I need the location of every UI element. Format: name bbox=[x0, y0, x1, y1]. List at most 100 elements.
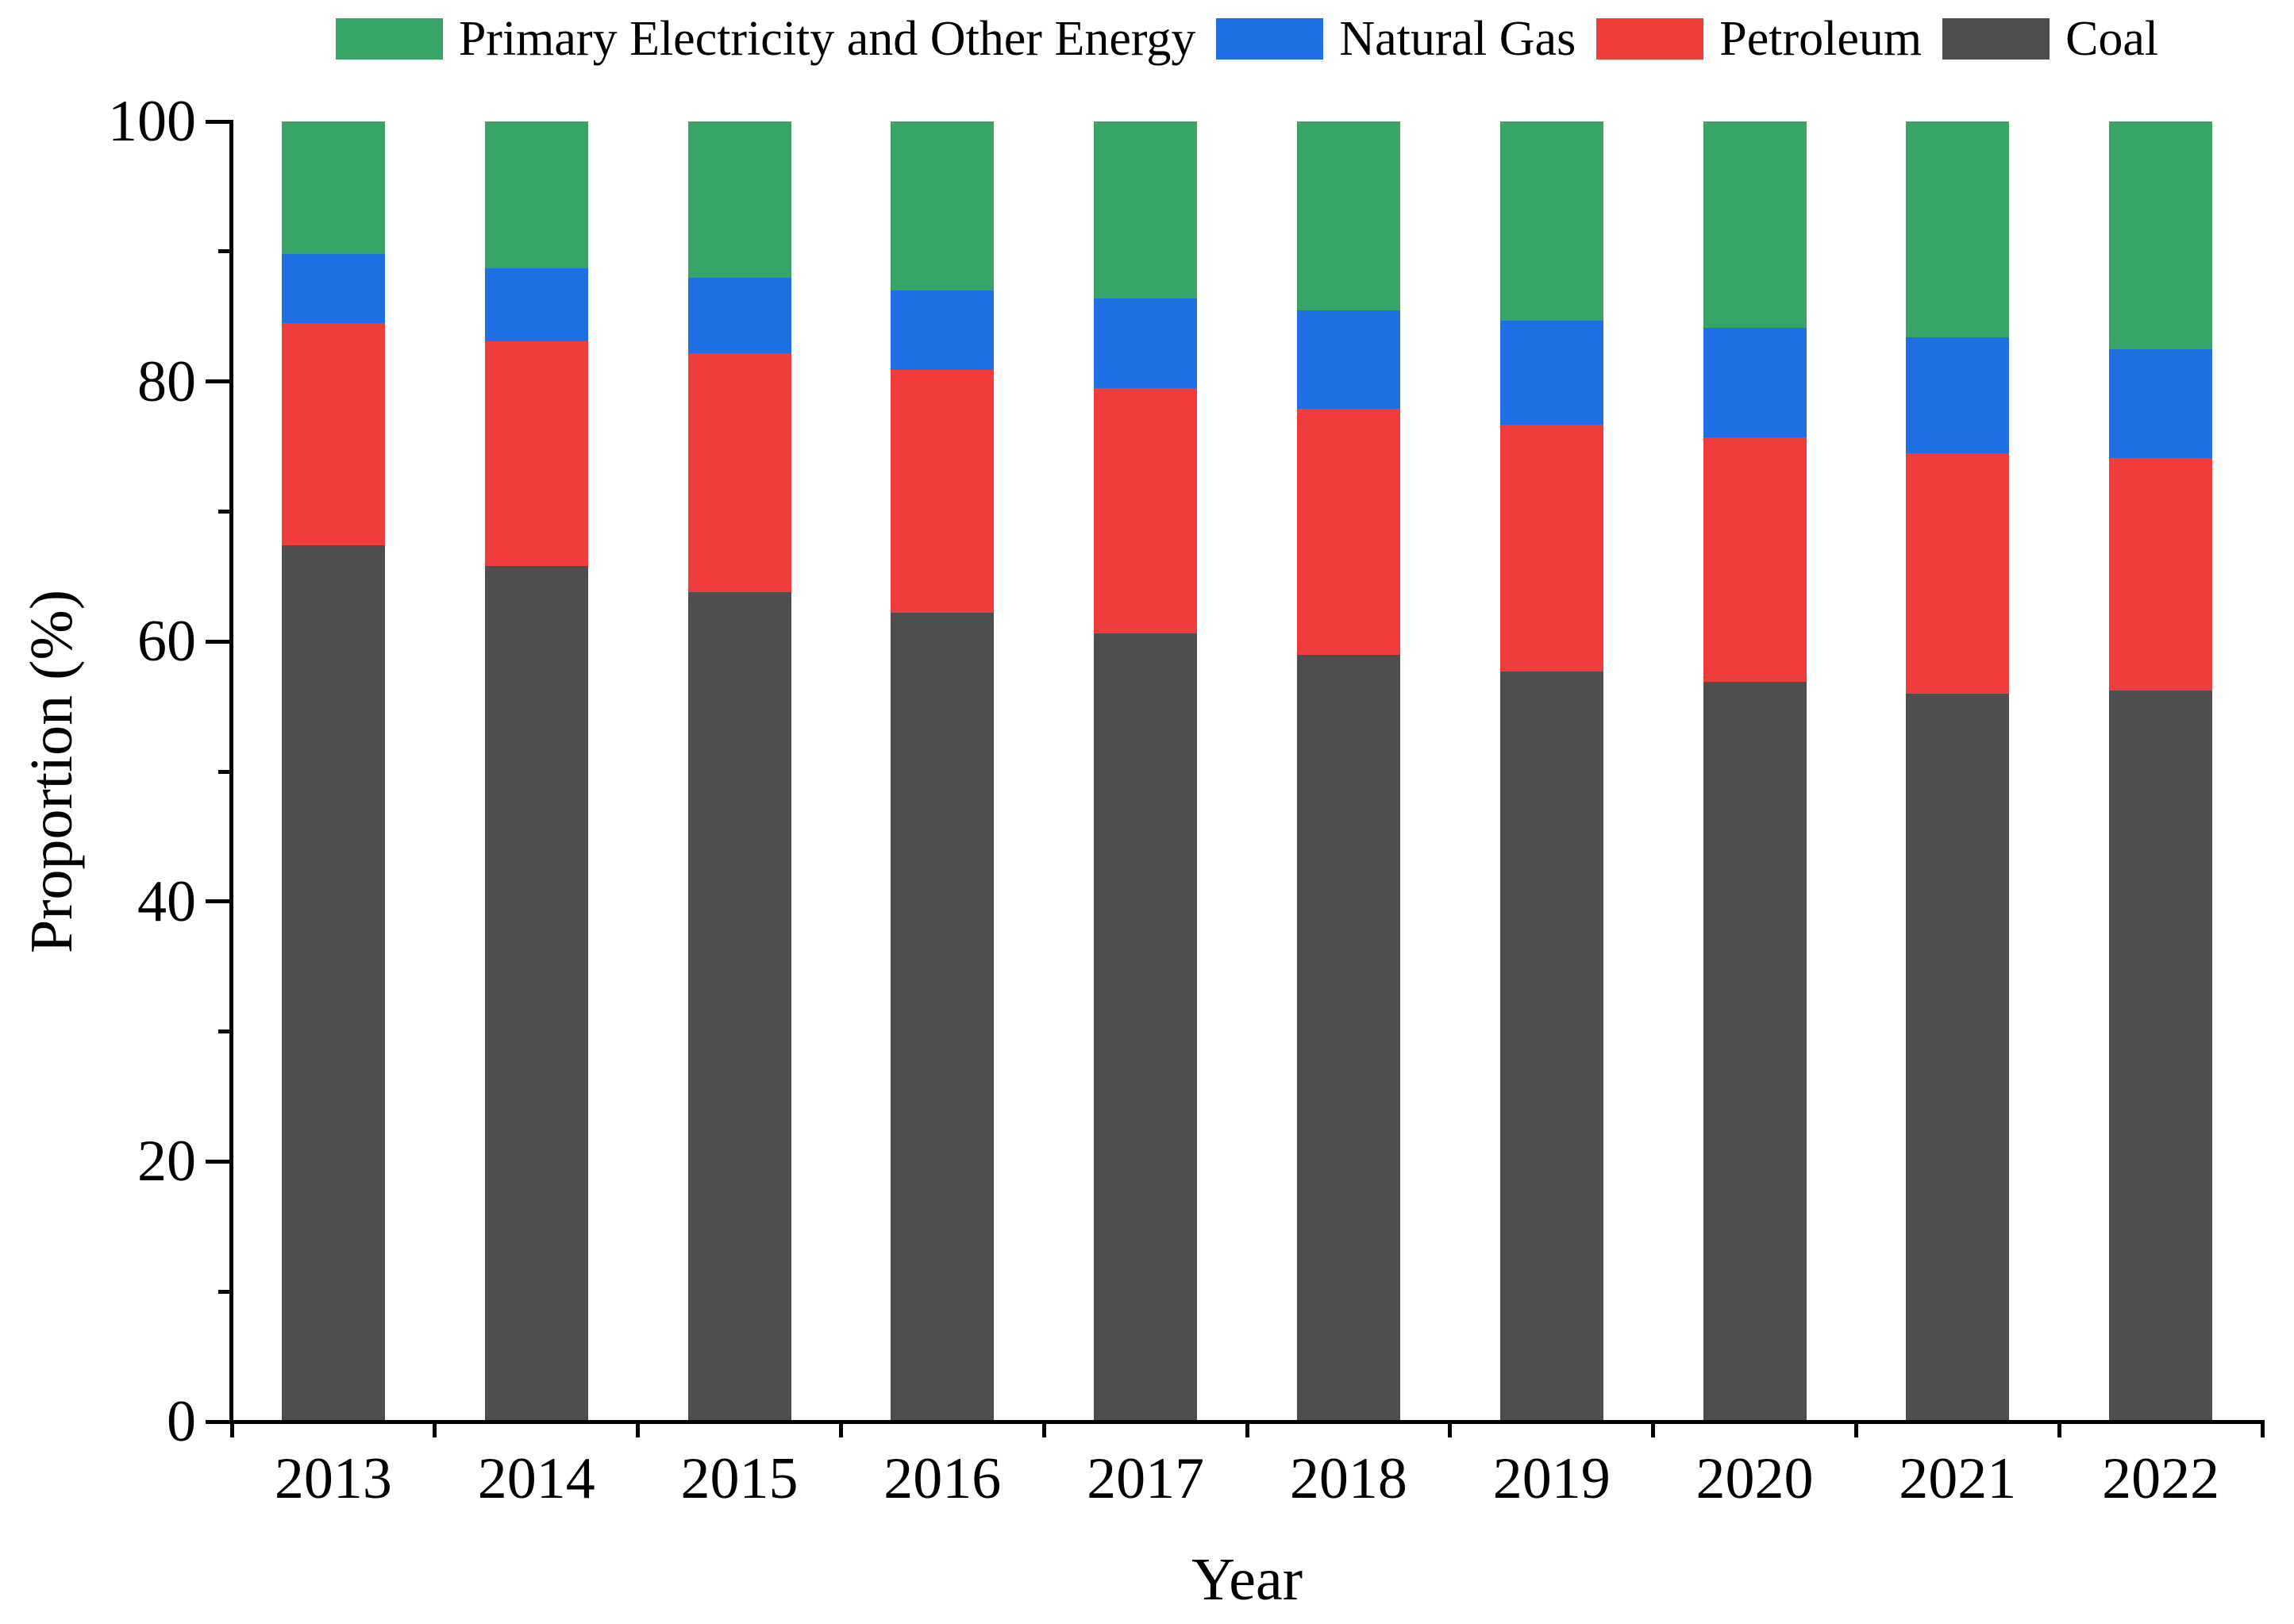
bar-segment-2013-natural-gas bbox=[281, 254, 385, 323]
x-boundary-tick bbox=[433, 1422, 437, 1437]
bar-segment-2013-primary-electricity-and-other-energy bbox=[281, 121, 385, 255]
y-tick-label-80: 80 bbox=[137, 348, 196, 414]
x-boundary-tick bbox=[1651, 1422, 1656, 1437]
y-minor-tick bbox=[218, 509, 232, 514]
bar-segment-2017-petroleum bbox=[1094, 387, 1198, 634]
bar-segment-2021-primary-electricity-and-other-energy bbox=[1906, 121, 2010, 337]
bar-2022 bbox=[2109, 121, 2213, 1422]
bar-segment-2018-primary-electricity-and-other-energy bbox=[1296, 121, 1400, 310]
bar-2014 bbox=[484, 121, 588, 1422]
bar-2018 bbox=[1296, 121, 1400, 1422]
y-tick-label-40: 40 bbox=[137, 868, 196, 934]
bar-segment-2018-natural-gas bbox=[1296, 310, 1400, 409]
bar-2020 bbox=[1703, 121, 1807, 1422]
x-tick-label-2016: 2016 bbox=[883, 1446, 1002, 1511]
bar-segment-2013-petroleum bbox=[281, 322, 385, 545]
x-axis-title: Year bbox=[1191, 1546, 1303, 1613]
legend-swatch-icon bbox=[1216, 18, 1324, 60]
y-tick-label-0: 0 bbox=[167, 1389, 196, 1454]
bar-segment-2020-petroleum bbox=[1703, 437, 1807, 682]
legend-label: Coal bbox=[2065, 12, 2159, 66]
bar-2013 bbox=[281, 121, 385, 1422]
legend-item: Coal bbox=[1942, 14, 2158, 63]
bar-2017 bbox=[1094, 121, 1198, 1422]
y-major-tick bbox=[206, 639, 232, 644]
y-axis-line bbox=[229, 120, 233, 1424]
bar-segment-2017-coal bbox=[1094, 633, 1198, 1422]
bar-segment-2022-natural-gas bbox=[2109, 348, 2213, 459]
y-major-tick bbox=[206, 1159, 232, 1164]
x-tick-label-2021: 2021 bbox=[1899, 1446, 2017, 1511]
y-minor-tick bbox=[218, 1289, 232, 1294]
x-tick-label-2020: 2020 bbox=[1695, 1446, 1814, 1511]
legend-item: Petroleum bbox=[1596, 14, 1922, 63]
x-tick-label-2014: 2014 bbox=[477, 1446, 595, 1511]
bar-segment-2020-natural-gas bbox=[1703, 328, 1807, 438]
y-minor-tick bbox=[218, 249, 232, 254]
y-major-tick bbox=[206, 899, 232, 904]
y-major-tick bbox=[206, 1419, 232, 1424]
legend-label: Primary Electricity and Other Energy bbox=[458, 12, 1196, 66]
bar-2016 bbox=[891, 121, 995, 1422]
x-boundary-tick bbox=[1245, 1422, 1249, 1437]
x-boundary-tick bbox=[838, 1422, 843, 1437]
bar-segment-2018-petroleum bbox=[1296, 408, 1400, 655]
bar-segment-2016-primary-electricity-and-other-energy bbox=[891, 121, 995, 291]
x-boundary-tick bbox=[2057, 1422, 2061, 1437]
bar-segment-2022-primary-electricity-and-other-energy bbox=[2109, 121, 2213, 349]
bar-segment-2014-petroleum bbox=[484, 341, 588, 567]
bar-segment-2020-coal bbox=[1703, 681, 1807, 1422]
x-tick-label-2015: 2015 bbox=[680, 1446, 799, 1511]
bar-segment-2019-coal bbox=[1499, 671, 1603, 1422]
bar-segment-2019-primary-electricity-and-other-energy bbox=[1499, 121, 1603, 321]
x-boundary-tick bbox=[636, 1422, 641, 1437]
bar-2021 bbox=[1906, 121, 2010, 1422]
x-boundary-tick bbox=[229, 1422, 234, 1437]
y-tick-label-100: 100 bbox=[108, 89, 196, 154]
y-minor-tick bbox=[218, 769, 232, 774]
bar-segment-2014-primary-electricity-and-other-energy bbox=[484, 121, 588, 269]
x-tick-label-2017: 2017 bbox=[1087, 1446, 1205, 1511]
legend-swatch-icon bbox=[335, 18, 443, 60]
y-tick-label-60: 60 bbox=[137, 609, 196, 675]
x-axis-line bbox=[229, 1420, 2265, 1424]
x-boundary-tick bbox=[1448, 1422, 1453, 1437]
bar-segment-2021-coal bbox=[1906, 693, 2010, 1422]
bar-segment-2016-natural-gas bbox=[891, 290, 995, 370]
legend-label: Petroleum bbox=[1719, 12, 1923, 66]
bar-2019 bbox=[1499, 121, 1603, 1422]
bar-segment-2017-natural-gas bbox=[1094, 298, 1198, 388]
bar-segment-2014-coal bbox=[484, 566, 588, 1422]
legend-item: Primary Electricity and Other Energy bbox=[335, 12, 1196, 66]
bar-segment-2013-coal bbox=[281, 545, 385, 1422]
legend-item: Natural Gas bbox=[1216, 14, 1576, 63]
y-tick-label-20: 20 bbox=[137, 1129, 196, 1195]
bar-segment-2018-coal bbox=[1296, 654, 1400, 1422]
x-boundary-tick bbox=[1041, 1422, 1046, 1437]
x-boundary-tick bbox=[2260, 1422, 2265, 1437]
bar-segment-2015-primary-electricity-and-other-energy bbox=[687, 121, 791, 278]
bar-segment-2019-natural-gas bbox=[1499, 320, 1603, 425]
x-tick-label-2022: 2022 bbox=[2102, 1446, 2220, 1511]
bar-segment-2017-primary-electricity-and-other-energy bbox=[1094, 121, 1198, 298]
bar-segment-2014-natural-gas bbox=[484, 268, 588, 341]
legend: Primary Electricity and Other Energy Natu… bbox=[232, 5, 2262, 73]
legend-swatch-icon bbox=[1942, 18, 2050, 60]
bar-segment-2019-petroleum bbox=[1499, 424, 1603, 672]
bar-segment-2015-natural-gas bbox=[687, 277, 791, 353]
legend-label: Natural Gas bbox=[1339, 12, 1576, 66]
y-major-tick bbox=[206, 379, 232, 384]
bar-segment-2021-petroleum bbox=[1906, 452, 2010, 694]
bar-segment-2015-petroleum bbox=[687, 352, 791, 592]
bar-segment-2020-primary-electricity-and-other-energy bbox=[1703, 121, 1807, 329]
bar-2015 bbox=[687, 121, 791, 1422]
x-tick-label-2013: 2013 bbox=[274, 1446, 392, 1511]
x-boundary-tick bbox=[1853, 1422, 1858, 1437]
bar-segment-2021-natural-gas bbox=[1906, 337, 2010, 453]
bar-segment-2022-petroleum bbox=[2109, 458, 2213, 691]
x-tick-label-2018: 2018 bbox=[1289, 1446, 1407, 1511]
legend-swatch-icon bbox=[1596, 18, 1704, 60]
y-minor-tick bbox=[218, 1029, 232, 1034]
bar-segment-2016-coal bbox=[891, 613, 995, 1422]
